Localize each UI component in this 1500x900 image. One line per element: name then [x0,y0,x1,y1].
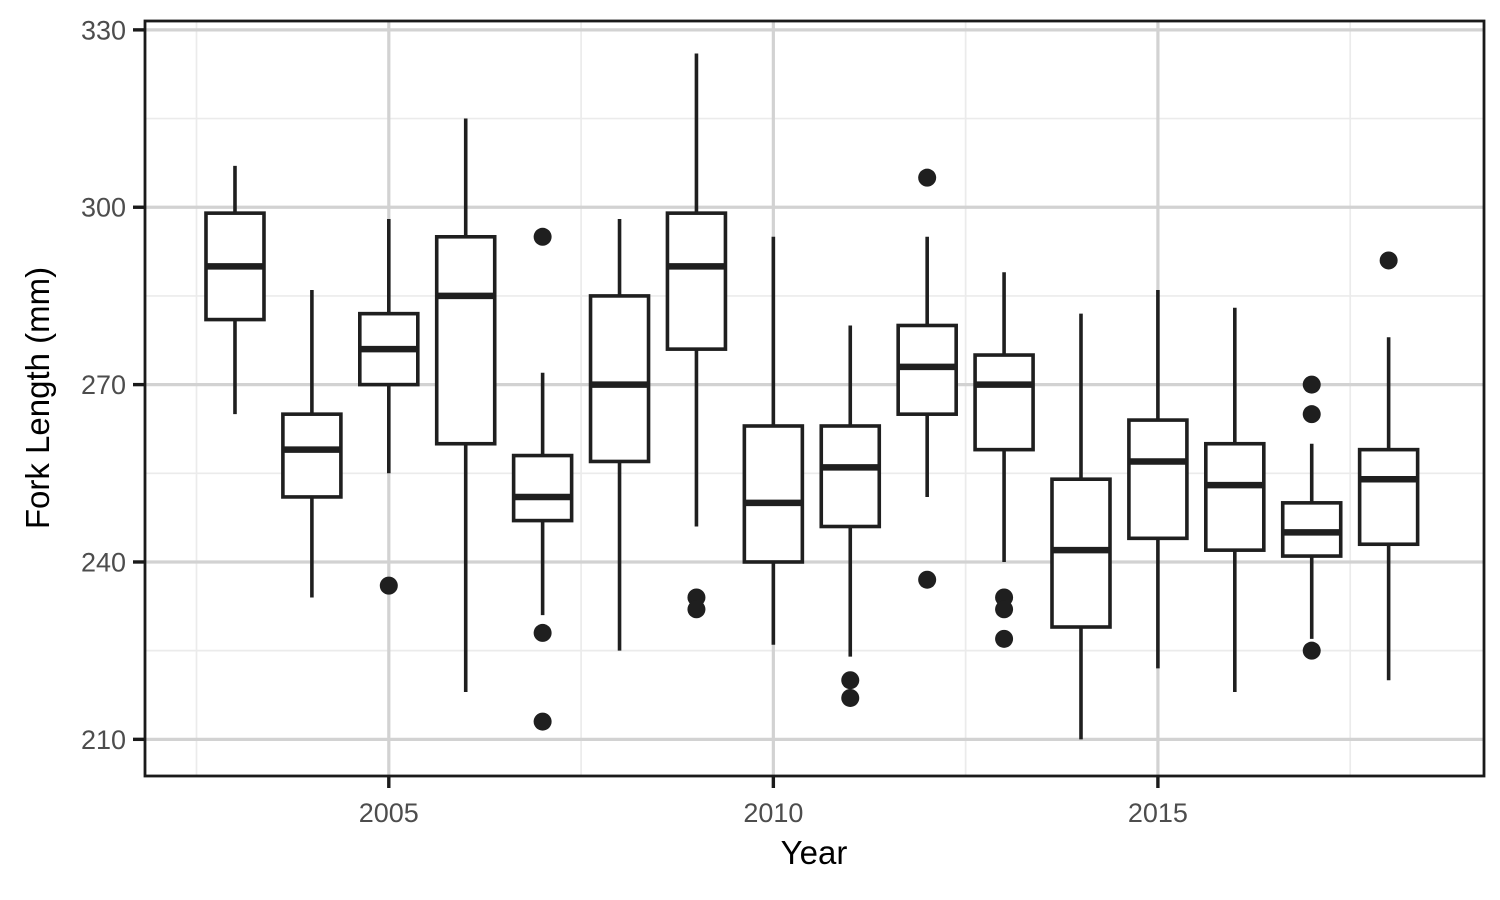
y-axis-title: Fork Length (mm) [19,266,56,530]
boxplot-2005 [358,219,420,595]
iqr-box [588,294,651,464]
boxplot-2016 [1204,307,1266,693]
outlier-dot [918,570,937,589]
panel-background [145,21,1484,776]
y-tick-label: 300 [81,193,126,223]
outlier-dot [995,600,1014,619]
y-tick-label: 330 [81,15,126,45]
panel-border [143,19,1486,778]
boxplot-2013 [973,272,1035,648]
x-tick-label: 2010 [743,798,803,828]
outlier-dot [687,600,706,619]
outlier-dot [533,227,552,246]
outlier-dot [533,712,552,731]
boxplot-2003 [204,165,266,415]
boxplot-2010 [742,236,805,645]
y-tick-label: 210 [81,725,126,755]
iqr-box [1357,447,1420,547]
iqr-box [973,353,1035,452]
outlier-dot [1302,375,1321,394]
boxplot-2017 [1280,375,1343,660]
outlier-dot [1302,641,1321,660]
outlier-dot [1379,251,1398,270]
iqr-box [819,424,882,529]
outlier-dot [1302,405,1321,424]
boxplot-2007 [511,227,574,731]
iqr-box [1127,418,1189,541]
y-tick-label: 240 [81,547,126,577]
boxplot-2018 [1357,251,1420,681]
boxplot-2012 [896,168,958,589]
boxplot-2015 [1127,290,1189,669]
iqr-box [434,234,497,446]
outlier-dot [841,688,860,707]
boxplot-2004 [281,290,343,598]
x-tick-label: 2015 [1128,798,1188,828]
boxplot-2011 [819,325,882,707]
outlier-dot [995,629,1014,648]
iqr-box [511,453,574,523]
iqr-box [742,424,805,564]
x-tick-label: 2005 [359,798,419,828]
boxplot-2009 [665,53,728,619]
iqr-box [665,211,728,351]
boxplot-2006 [434,118,497,693]
outlier-dot [918,168,937,187]
iqr-box [1204,441,1266,552]
outlier-dot [533,623,552,642]
outlier-dot [841,671,860,690]
x-axis-title: Year [780,834,848,871]
boxplot-2014 [1050,313,1112,740]
outlier-dot [379,576,398,595]
boxplot-2008 [588,219,651,651]
iqr-box [281,412,343,499]
y-tick-label: 270 [81,370,126,400]
